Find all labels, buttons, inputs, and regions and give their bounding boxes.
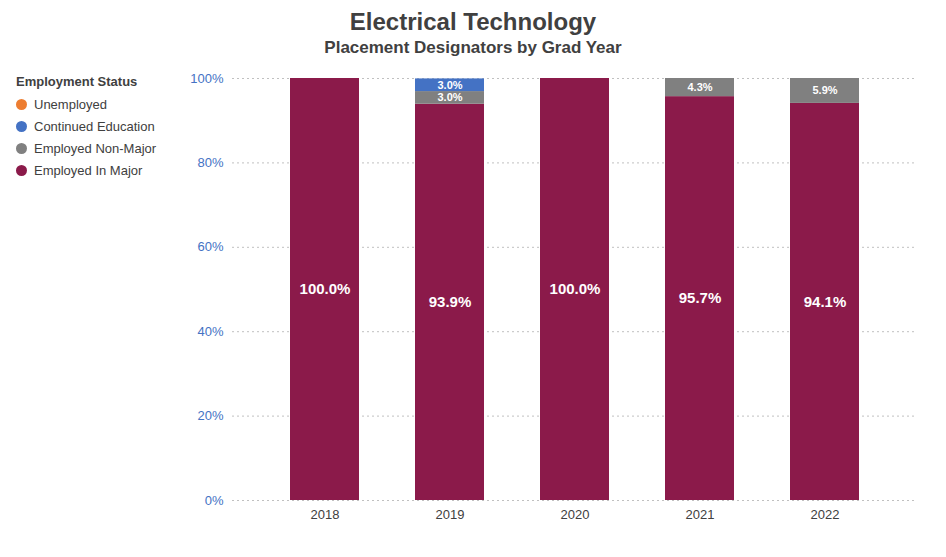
html-text:Electrical Technology: Electrical Technology [349, 8, 597, 35]
svg-text:3.0%: 3.0% [437, 91, 462, 103]
html-text:Placement Designators by Grad: Placement Designators by Grad Year [324, 38, 622, 57]
html-text:Employed In Major: Employed In Major [34, 163, 143, 178]
svg-text:2020: 2020 [561, 507, 590, 522]
svg-text:20%: 20% [197, 408, 223, 423]
svg-text:100.0%: 100.0% [300, 280, 351, 297]
svg-text:0%: 0% [205, 493, 224, 508]
svg-text:4.3%: 4.3% [687, 81, 712, 93]
svg-text:2022: 2022 [811, 507, 840, 522]
svg-text:2018: 2018 [311, 507, 340, 522]
html-text:Continued Education: Continued Education [34, 119, 155, 134]
svg-text:5.9%: 5.9% [812, 84, 837, 96]
svg-text:100.0%: 100.0% [550, 280, 601, 297]
html-text:Employed Non-Major: Employed Non-Major [34, 141, 157, 156]
svg-text:100%: 100% [190, 71, 224, 86]
svg-text:80%: 80% [197, 155, 223, 170]
svg-text:2021: 2021 [686, 507, 715, 522]
svg-text:95.7%: 95.7% [679, 289, 722, 306]
html-text:Unemployed: Unemployed [34, 97, 107, 112]
svg-text:93.9%: 93.9% [429, 293, 472, 310]
html-text:Employment Status: Employment Status [16, 74, 138, 89]
svg-text:40%: 40% [197, 324, 223, 339]
svg-text:60%: 60% [197, 239, 223, 254]
svg-text:3.0%: 3.0% [437, 79, 462, 91]
svg-text:2019: 2019 [436, 507, 465, 522]
svg-text:94.1%: 94.1% [804, 293, 847, 310]
